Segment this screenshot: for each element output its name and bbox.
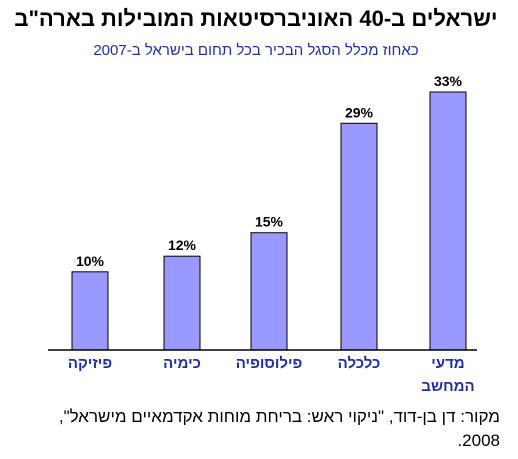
data-label-3: 15%: [255, 214, 284, 230]
category-label-1: פיזיקה: [68, 355, 112, 372]
data-label-5: 33%: [434, 73, 463, 89]
bar-1: [71, 271, 109, 351]
chart-subtitle: כאחוז מכלל הסגל הבכיר בכל תחום בישראל ב-…: [93, 42, 419, 59]
chart-title: ישראלים ב-40 האוניברסיטאות המובילות בארה…: [14, 6, 498, 31]
data-label-4: 29%: [345, 104, 374, 120]
bar-5: [429, 91, 467, 351]
category-label-2: כימיה: [163, 355, 201, 372]
data-label-2: 12%: [168, 237, 197, 253]
source-note: מקור: דן בן-דוד, "ניקוי ראש: בריחת מוחות…: [58, 407, 500, 450]
category-label-4: כלכלה: [338, 355, 381, 372]
data-label-1: 10%: [76, 253, 105, 269]
category-label-5-line-2: המחשב: [421, 378, 474, 395]
category-label-3: פילוסופיה: [236, 355, 303, 372]
bar-2: [163, 255, 201, 351]
bar-4: [340, 122, 378, 351]
category-label-5-line-1: מדעי: [431, 355, 464, 372]
bar-3: [250, 232, 288, 351]
